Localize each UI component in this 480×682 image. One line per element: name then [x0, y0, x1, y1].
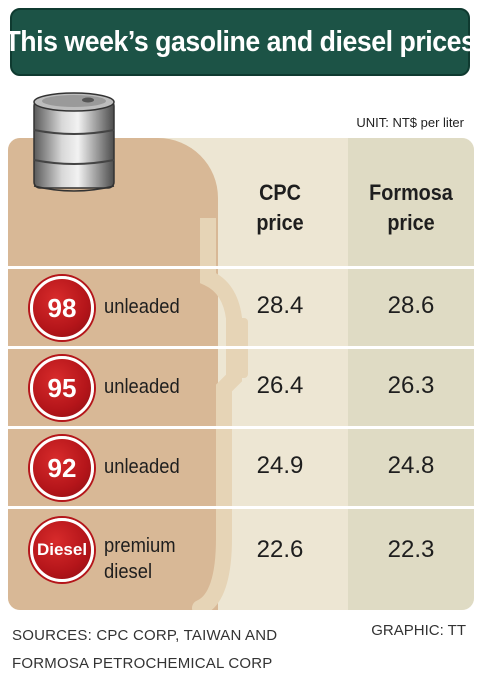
grade-label: unleaded [104, 296, 180, 318]
grade-label: unleaded [104, 376, 180, 398]
grade-label-line-2: diesel [104, 561, 153, 583]
grade-92-badge: 92 [30, 436, 94, 500]
graphic-credit: GRAPHIC: TT [371, 622, 466, 639]
row-divider [8, 426, 474, 429]
formosa-header-line-2: price [387, 210, 435, 235]
row-divider [8, 346, 474, 349]
cpc-column-header: CPC price [235, 178, 325, 238]
grade-95-badge: 95 [30, 356, 94, 420]
row-divider [8, 266, 474, 269]
row-divider [8, 506, 474, 509]
formosa-price: 26.3 [387, 372, 435, 399]
sources-line-2: FORMOSA PETROCHEMICAL CORP [12, 655, 273, 672]
grade-label: premium diesel [104, 533, 176, 585]
formosa-column-background [348, 138, 474, 610]
grade-label: unleaded [104, 456, 180, 478]
page-title: This week’s gasoline and diesel prices [4, 25, 476, 58]
formosa-price: 28.6 [387, 292, 435, 319]
cpc-price: 28.4 [256, 292, 304, 319]
cpc-header-line-1: CPC [259, 180, 301, 205]
cpc-header-line-2: price [256, 210, 304, 235]
formosa-price: 22.3 [387, 536, 435, 563]
formosa-header-line-1: Formosa [369, 180, 453, 205]
unit-note: UNIT: NT$ per liter [356, 115, 464, 130]
sources-note: SOURCES: CPC CORP, TAIWAN AND FORMOSA PE… [12, 622, 277, 678]
oil-barrel-icon [33, 92, 115, 192]
title-banner: This week’s gasoline and diesel prices [5, 8, 476, 76]
formosa-column-header: Formosa price [362, 178, 461, 238]
grade-label-line-1: premium [104, 535, 176, 557]
cpc-price: 22.6 [256, 536, 304, 563]
grade-98-badge: 98 [30, 276, 94, 340]
cpc-price: 24.9 [256, 452, 304, 479]
sources-line-1: SOURCES: CPC CORP, TAIWAN AND [12, 627, 278, 644]
cpc-price: 26.4 [256, 372, 304, 399]
diesel-badge: Diesel [30, 518, 94, 582]
formosa-price: 24.8 [387, 452, 435, 479]
